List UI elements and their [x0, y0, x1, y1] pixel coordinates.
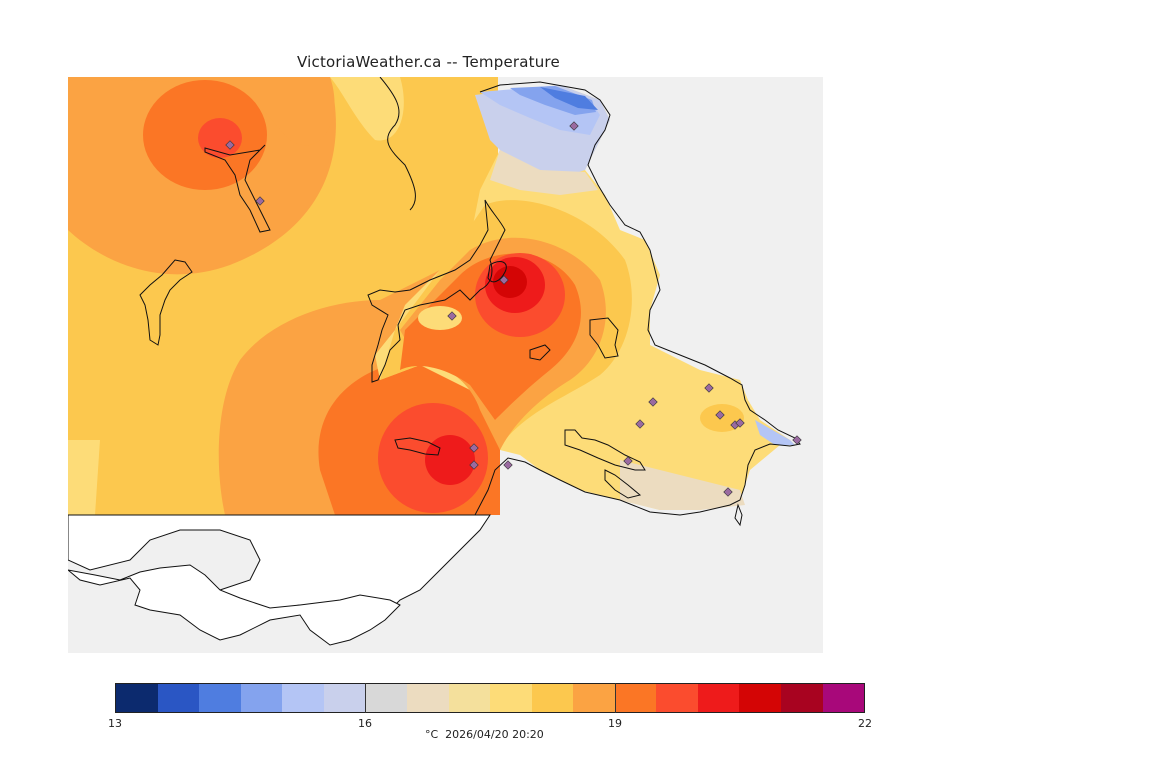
temperature-colorbar — [115, 683, 865, 713]
station-marker — [648, 397, 658, 407]
colorbar-swatch — [157, 684, 200, 712]
station-marker — [704, 383, 714, 393]
colorbar-swatch — [656, 684, 698, 712]
chart-title: VictoriaWeather.ca -- Temperature — [297, 53, 560, 71]
colorbar-swatch — [573, 684, 615, 712]
unmapped-island — [68, 564, 401, 646]
station-marker — [623, 456, 633, 466]
contour-field-east — [375, 85, 795, 510]
colorbar-swatch — [199, 684, 241, 712]
colorbar-swatch — [448, 684, 491, 712]
coastlines — [139, 77, 801, 527]
colorbar-swatch — [531, 684, 574, 712]
colorbar-swatch — [781, 684, 823, 712]
colorbar-tick-mark — [365, 683, 366, 713]
colorbar-swatch — [406, 684, 449, 712]
station-marker — [447, 311, 457, 321]
station-marker — [225, 140, 235, 150]
station-marker — [715, 410, 725, 420]
colorbar-swatch — [614, 684, 657, 712]
colorbar-swatch — [739, 684, 781, 712]
station-marker — [499, 275, 509, 285]
colorbar-tick-label: 22 — [858, 717, 872, 730]
station-marker — [635, 419, 645, 429]
colorbar-tick-label: 13 — [108, 717, 122, 730]
colorbar-swatch — [282, 684, 324, 712]
station-marker — [792, 435, 802, 445]
colorbar-swatch — [822, 684, 865, 712]
station-marker — [569, 121, 579, 131]
contour-field-west — [68, 77, 500, 516]
temperature-map — [68, 77, 823, 653]
station-marker — [255, 196, 265, 206]
colorbar-swatch — [697, 684, 740, 712]
colorbar-swatch — [116, 684, 158, 712]
colorbar-caption: °C 2026/04/20 20:20 — [425, 728, 544, 741]
colorbar-swatch — [323, 684, 366, 712]
station-marker — [469, 460, 479, 470]
colorbar-tick-mark — [615, 683, 616, 713]
colorbar-swatch — [240, 684, 283, 712]
station-marker — [469, 443, 479, 453]
station-marker — [503, 460, 513, 470]
colorbar-swatch — [365, 684, 407, 712]
station-marker — [723, 487, 733, 497]
station-marker — [735, 418, 745, 428]
colorbar-tick-label: 19 — [608, 717, 622, 730]
colorbar-tick-label: 16 — [358, 717, 372, 730]
colorbar-swatch — [490, 684, 532, 712]
station-markers — [225, 121, 802, 497]
